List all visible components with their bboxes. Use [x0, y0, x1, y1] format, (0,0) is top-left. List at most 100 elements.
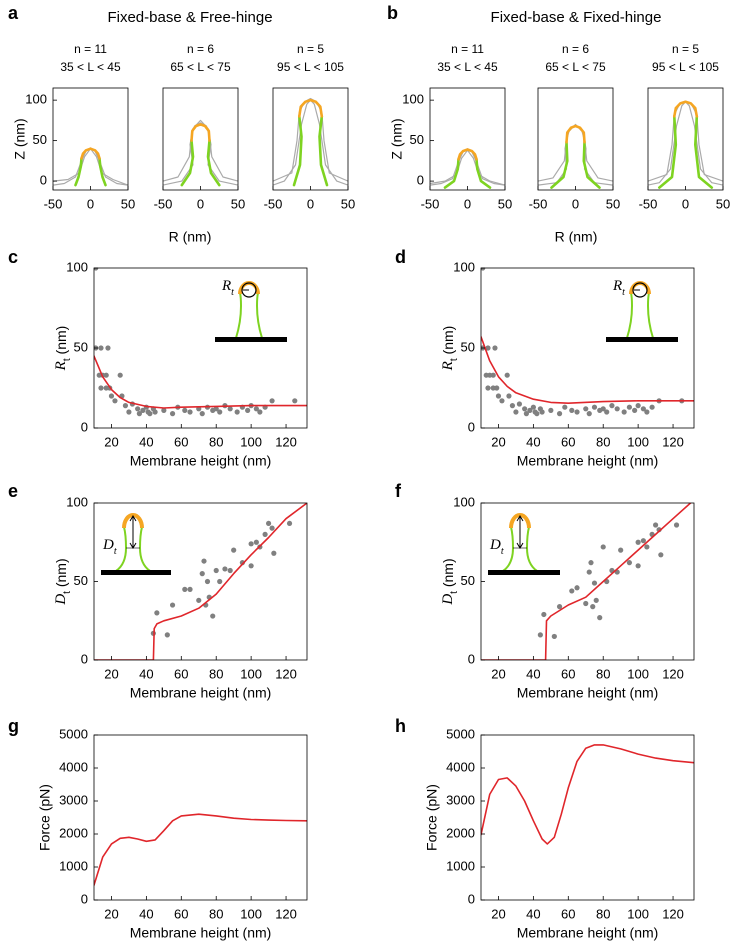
scatter-point: [152, 409, 158, 415]
axes-frame: [162, 87, 239, 191]
panel-title: Fixed-base & Fixed-hinge: [491, 9, 662, 26]
y-tick-label: 0: [81, 419, 88, 434]
series-line: [273, 97, 348, 182]
series-line: [298, 98, 324, 118]
scatter-point: [644, 544, 650, 550]
x-axis-label: R (nm): [169, 229, 212, 245]
scatter-point: [513, 409, 519, 415]
scatter-point: [652, 522, 659, 528]
scatter-point: [626, 560, 633, 566]
scatter-point: [588, 560, 594, 566]
scatter-point: [516, 401, 523, 407]
scatter-point: [495, 393, 502, 399]
plot-area: [481, 744, 694, 845]
scatter-point: [257, 409, 263, 415]
y-tick-label: 100: [66, 494, 88, 509]
scatter-point: [169, 602, 176, 608]
series-line: [190, 123, 211, 142]
axes-frame: [429, 87, 506, 191]
panel-letter: d: [395, 247, 406, 267]
subplot-subtitle: 95 < L < 105: [277, 60, 344, 74]
scatter-point: [530, 404, 536, 410]
y-tick-label: 4000: [59, 759, 88, 774]
scatter-point: [621, 409, 627, 415]
subplot-subtitle: n = 5: [672, 42, 699, 56]
inset-label: Dt: [102, 537, 117, 556]
y-axis-label: Rt (nm): [53, 326, 73, 372]
inset-diagram: Rt: [606, 278, 678, 342]
panel-letter: f: [395, 481, 402, 501]
y-axis-label-unit: (nm): [440, 326, 456, 359]
series-line: [658, 115, 678, 189]
series-line: [94, 503, 307, 660]
x-tick-label: 100: [627, 434, 649, 449]
y-tick-label: 50: [74, 573, 88, 588]
series-line: [53, 148, 128, 186]
series-line: [80, 147, 101, 160]
scatter-point: [135, 406, 141, 412]
x-tick-label: -50: [154, 196, 173, 211]
scatter-point: [556, 604, 563, 610]
scatter-point: [586, 569, 592, 575]
scatter-point: [574, 585, 580, 591]
y-tick-label: 3000: [446, 792, 475, 807]
x-axis-label: Membrane height (nm): [130, 685, 272, 701]
x-tick-label: 20: [104, 666, 118, 681]
series-line: [538, 123, 613, 186]
scatter-point: [591, 580, 598, 586]
x-tick-label: 20: [491, 666, 505, 681]
scatter-point: [649, 404, 655, 410]
scatter-point: [271, 550, 277, 556]
subplot-subtitle: n = 11: [451, 42, 484, 56]
y-tick-label: 0: [81, 651, 88, 666]
axes-frame: [537, 87, 614, 191]
series-line: [292, 115, 303, 187]
y-axis-label: Force (pN): [424, 784, 440, 851]
scatter-point: [94, 268, 99, 271]
y-axis-label-subscript: t: [62, 591, 73, 594]
scatter-point: [635, 539, 641, 545]
scatter-point: [136, 411, 142, 417]
series-line: [648, 101, 723, 186]
scatter-point: [562, 404, 568, 410]
scatter-point: [187, 409, 193, 415]
x-tick-label: 120: [275, 906, 297, 921]
x-tick-label: 50: [231, 196, 245, 211]
x-tick-label: 50: [716, 196, 730, 211]
inset-diagram: Rt: [215, 278, 287, 342]
x-axis-label: Membrane height (nm): [130, 925, 272, 941]
x-tick-label: 20: [104, 906, 118, 921]
y-axis-label-subscript: t: [449, 591, 460, 594]
y-axis-label: Rt (nm): [440, 326, 460, 372]
x-tick-label: 120: [275, 434, 297, 449]
series-line: [673, 100, 699, 118]
series-line: [550, 140, 569, 189]
x-tick-label: 100: [240, 434, 262, 449]
series-line: [206, 139, 221, 187]
y-axis-label-unit: (nm): [53, 326, 69, 359]
scatter-point: [217, 409, 223, 415]
y-tick-label: 0: [417, 173, 424, 188]
x-tick-label: 0: [307, 196, 314, 211]
y-axis-label-symbol: D: [53, 594, 69, 606]
y-axis-label: Z (nm): [389, 118, 405, 159]
series-line: [98, 157, 107, 187]
inset-label: Dt: [489, 537, 504, 556]
panel-letter: e: [8, 481, 18, 501]
x-tick-label: 80: [209, 906, 223, 921]
x-tick-label: -50: [529, 196, 548, 211]
scatter-point: [640, 538, 646, 544]
x-tick-label: 0: [197, 196, 204, 211]
scatter-point: [539, 409, 545, 415]
scatter-point: [481, 268, 486, 271]
scatter-point: [213, 406, 219, 412]
scatter-point: [112, 398, 118, 404]
scatter-point: [227, 567, 233, 574]
panel-letter: c: [8, 247, 18, 267]
y-tick-label: 0: [40, 173, 47, 188]
axes-frame: [647, 87, 724, 191]
scatter-point: [604, 409, 610, 415]
scatter-point: [548, 407, 554, 413]
scatter-point: [485, 385, 491, 391]
x-tick-label: 0: [87, 196, 94, 211]
